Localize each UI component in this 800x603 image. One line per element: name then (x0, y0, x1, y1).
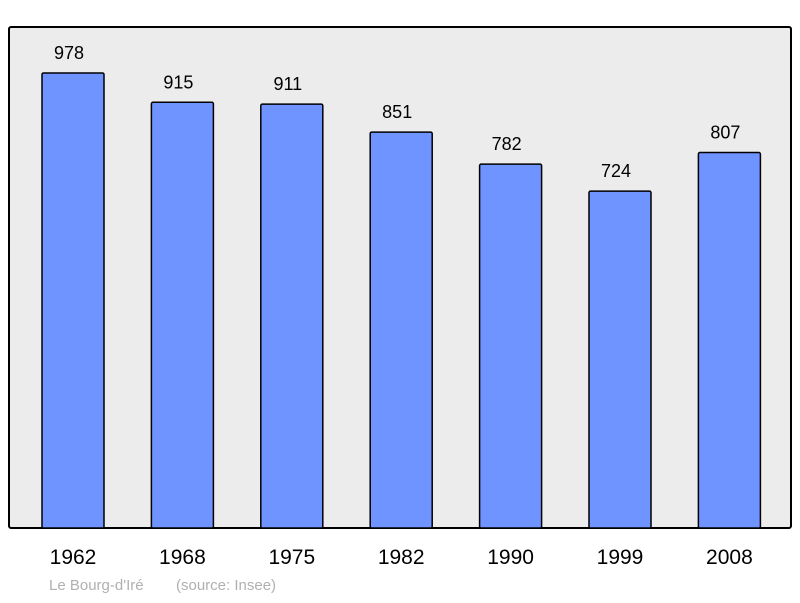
x-tick-label-2008: 2008 (706, 546, 753, 569)
footer-place: Le Bourg-d'Iré (49, 577, 144, 594)
bar-1999 (588, 190, 652, 529)
bar-2008 (697, 151, 762, 529)
x-tick-label-1968: 1968 (159, 546, 206, 569)
bar-1968 (150, 101, 215, 529)
data-label-1982: 851 (382, 102, 412, 122)
data-label-1968: 915 (163, 72, 193, 92)
bar-1990 (478, 163, 543, 529)
data-label-1962: 978 (54, 43, 84, 63)
x-tick-label-1999: 1999 (597, 546, 644, 569)
data-label-1999: 724 (601, 161, 631, 181)
footer-source: (source: Insee) (176, 577, 276, 594)
data-label-1975: 911 (273, 74, 302, 94)
x-tick-label-1962: 1962 (50, 546, 97, 569)
data-label-2008: 807 (710, 123, 740, 143)
bar-1982 (369, 131, 433, 529)
data-label-1990: 782 (492, 134, 522, 154)
x-tick-label-1982: 1982 (378, 546, 425, 569)
bar-1975 (260, 103, 324, 529)
x-tick-label-1975: 1975 (268, 546, 315, 569)
x-tick-label-1990: 1990 (487, 546, 534, 569)
bar-1962 (41, 72, 105, 529)
